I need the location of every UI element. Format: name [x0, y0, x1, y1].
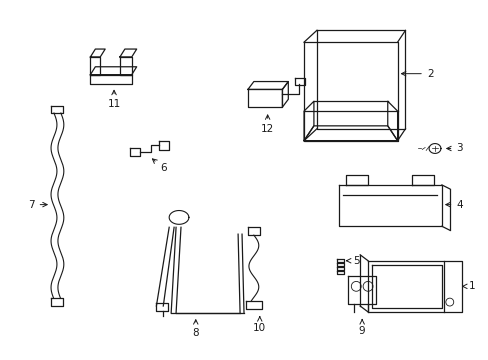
Text: 8: 8: [192, 320, 199, 338]
Text: 4: 4: [445, 199, 462, 210]
Text: 11: 11: [107, 90, 121, 109]
Text: 10: 10: [253, 317, 266, 333]
Text: 7: 7: [28, 199, 47, 210]
Text: 5: 5: [346, 256, 359, 266]
Text: 3: 3: [446, 144, 462, 153]
Text: 12: 12: [261, 115, 274, 134]
Text: 1: 1: [462, 281, 475, 291]
Text: 6: 6: [152, 159, 166, 173]
Text: 9: 9: [358, 320, 365, 336]
Text: 2: 2: [401, 69, 432, 79]
